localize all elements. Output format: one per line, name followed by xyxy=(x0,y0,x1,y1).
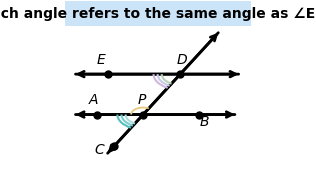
FancyBboxPatch shape xyxy=(65,1,251,26)
Text: P: P xyxy=(137,93,145,107)
Text: Which angle refers to the same angle as ∠EDC?: Which angle refers to the same angle as … xyxy=(0,6,316,21)
Text: B: B xyxy=(200,115,209,130)
Text: E: E xyxy=(96,53,105,67)
Text: A: A xyxy=(88,93,98,107)
Text: C: C xyxy=(94,143,104,157)
Text: D: D xyxy=(177,53,187,67)
